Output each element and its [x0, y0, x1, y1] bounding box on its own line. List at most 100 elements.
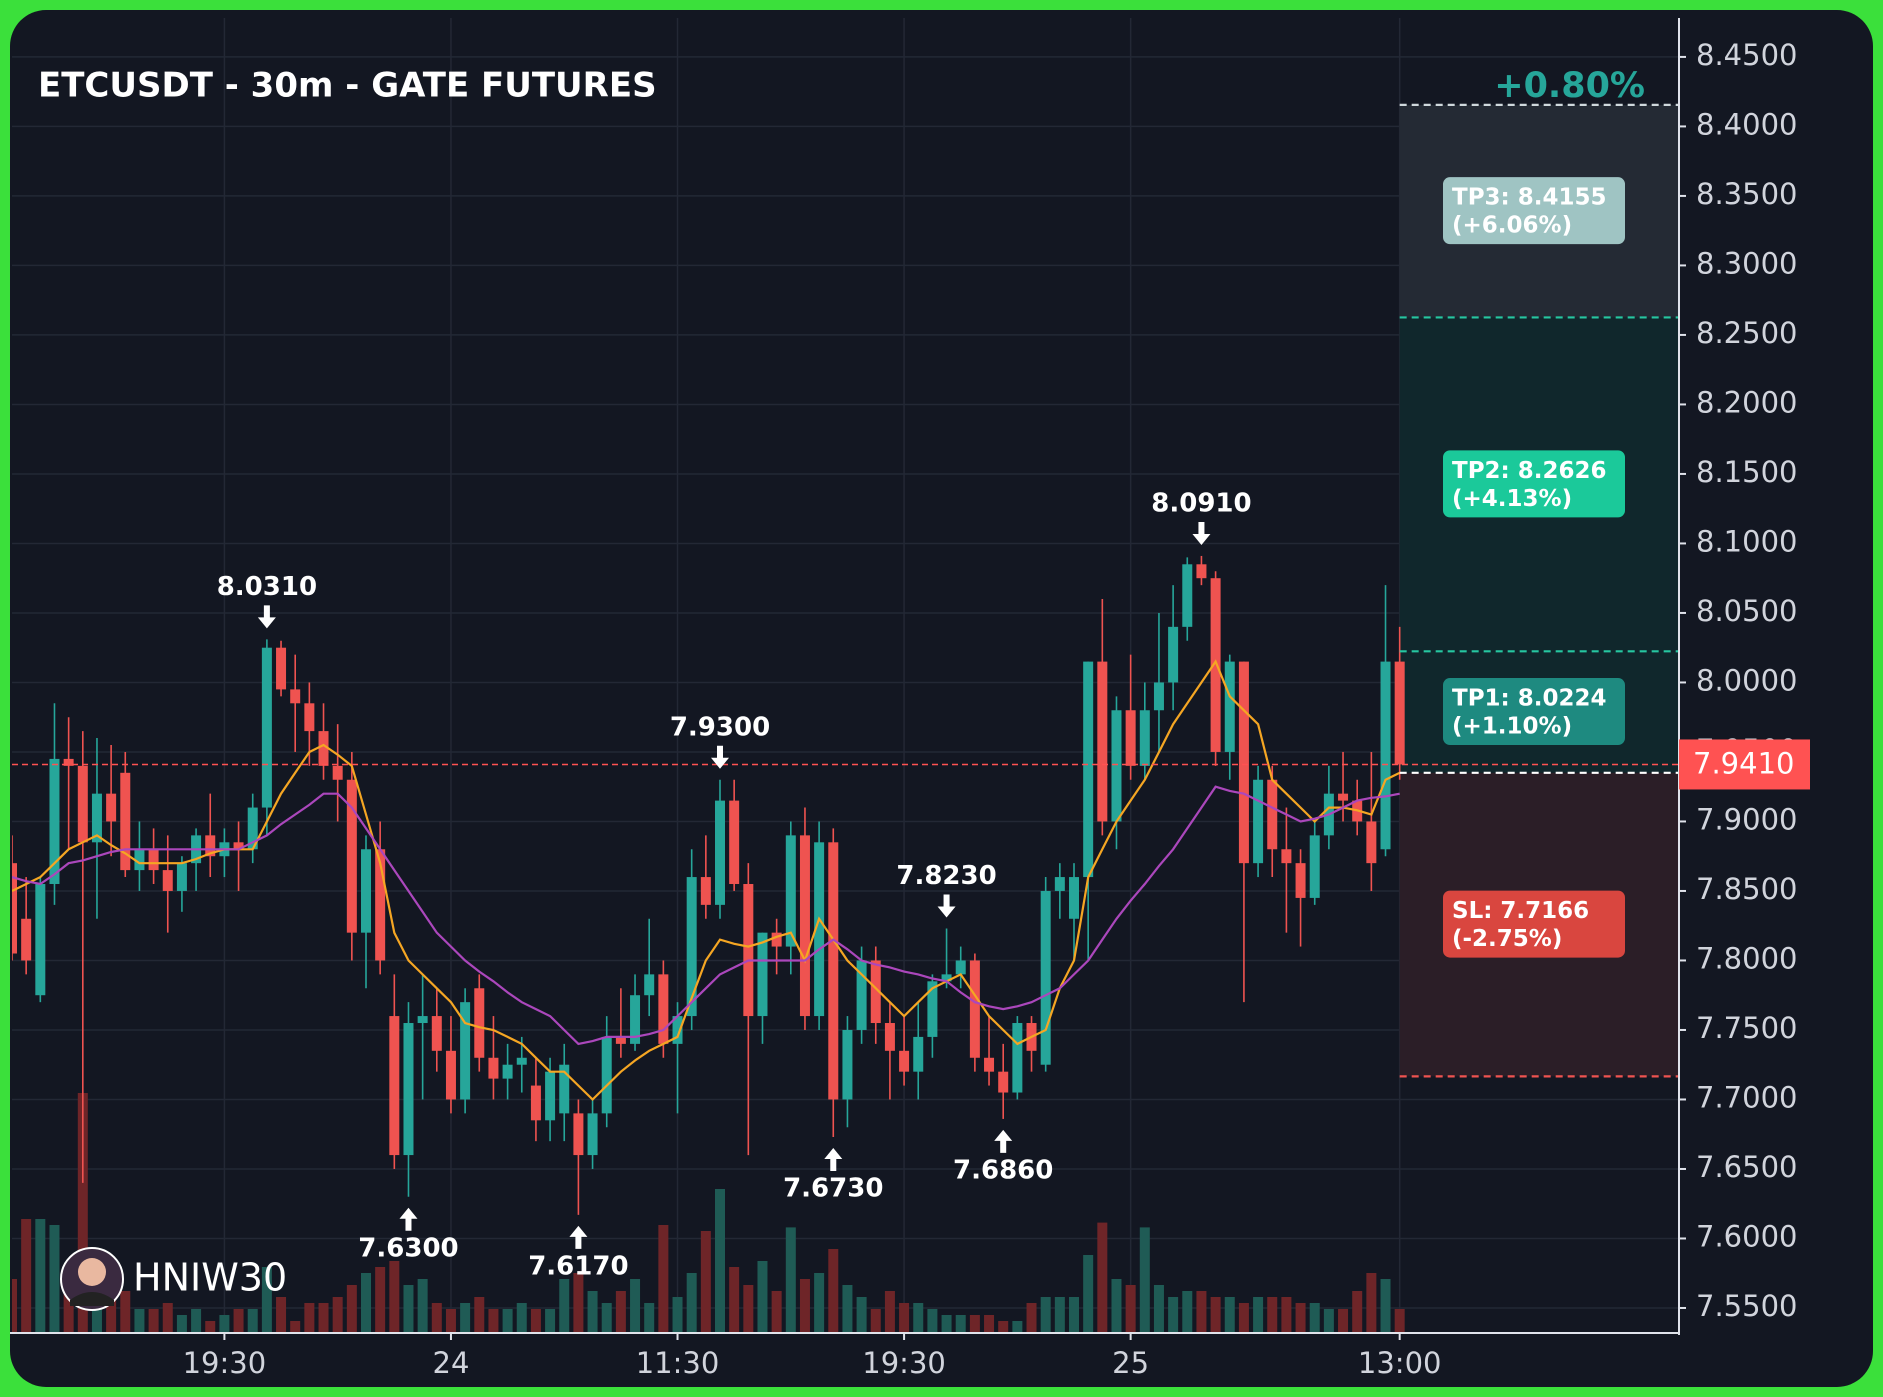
volume-bar	[205, 1321, 216, 1333]
candle-body	[1083, 661, 1094, 878]
level-box	[1443, 177, 1625, 245]
candle-body	[162, 870, 173, 891]
candle-body	[1253, 779, 1264, 864]
level-label: TP2: 8.2626	[1452, 458, 1607, 484]
volume-bar	[12, 1279, 17, 1333]
y-tick-label: 7.7500	[1696, 1011, 1797, 1045]
y-tick-label: 8.1000	[1696, 524, 1797, 558]
volume-bar	[672, 1297, 683, 1333]
candle-body	[757, 932, 768, 1017]
level-label: TP1: 8.0224	[1452, 686, 1607, 712]
y-tick-label: 7.5500	[1696, 1289, 1797, 1323]
volume-bar	[1111, 1279, 1122, 1333]
volume-bar	[516, 1303, 527, 1333]
candle-body	[332, 765, 343, 780]
volume-bar	[884, 1291, 895, 1333]
candle-body	[403, 1023, 414, 1156]
price-tag	[1679, 739, 1810, 790]
volume-bar	[375, 1267, 386, 1333]
indicator-line	[12, 785, 1400, 1046]
volume-bar	[743, 1285, 754, 1333]
volume-bar	[502, 1309, 513, 1333]
y-tick-label: 7.6000	[1696, 1219, 1797, 1253]
candle-body	[828, 842, 839, 1100]
candle-body	[785, 835, 796, 947]
volume-bar	[1182, 1291, 1193, 1333]
candle-body	[148, 849, 159, 871]
candle-body	[1338, 793, 1349, 801]
indicator-line	[12, 659, 1401, 1102]
candle-body	[1012, 1023, 1023, 1093]
candle-body	[1366, 821, 1377, 864]
watermark: HNIW30	[60, 1247, 287, 1311]
level-change: (+6.06%)	[1452, 213, 1572, 239]
level-change: (-2.75%)	[1452, 926, 1562, 952]
volume-bar	[1309, 1303, 1320, 1333]
candle-body	[1309, 835, 1320, 898]
candle-body	[715, 800, 725, 905]
candle-body	[955, 960, 966, 975]
volume-bar	[361, 1273, 371, 1333]
candle-body	[884, 1023, 895, 1051]
candle-body	[1054, 877, 1065, 891]
candle-body	[743, 884, 754, 1017]
candle-body	[1111, 710, 1122, 822]
candle-body	[1224, 661, 1235, 752]
volume-bar	[856, 1297, 867, 1333]
candle-body	[1097, 661, 1108, 822]
volume-bar	[417, 1279, 428, 1333]
candle-body	[771, 932, 782, 947]
volume-bar	[290, 1321, 301, 1333]
arrow	[937, 894, 956, 918]
volume-bar	[1238, 1303, 1249, 1333]
volume-bar	[955, 1315, 966, 1333]
y-tick-label: 7.7000	[1696, 1080, 1797, 1114]
level-change: (+4.13%)	[1452, 486, 1572, 512]
volume-bar	[658, 1225, 669, 1333]
y-tick-label: 8.4500	[1696, 38, 1797, 72]
volume-bar	[545, 1309, 556, 1333]
volume-bar	[1153, 1285, 1164, 1333]
level-change: (+1.10%)	[1452, 714, 1572, 740]
candle-body	[1210, 578, 1221, 752]
candle-body	[913, 1036, 924, 1072]
volume-bar	[134, 1309, 145, 1333]
x-tick-label: 19:30	[183, 1346, 267, 1380]
annotation: 7.8230	[896, 861, 996, 891]
candle-body	[389, 1016, 400, 1156]
pnl-label: +0.80%	[1494, 66, 1645, 106]
arrow	[569, 1225, 588, 1249]
candle-body	[1069, 877, 1079, 919]
volume-bar	[984, 1315, 995, 1333]
volume-bar	[559, 1279, 570, 1333]
level-box	[1443, 890, 1625, 958]
volume-bar	[1139, 1227, 1150, 1333]
volume-bar	[941, 1315, 952, 1333]
candle-body	[799, 835, 810, 1017]
candle-body	[601, 1036, 612, 1114]
candle-body	[91, 793, 102, 843]
annotation: 7.9300	[670, 712, 770, 742]
candle-body	[247, 807, 258, 850]
volume-bar	[1125, 1285, 1136, 1333]
candle-body	[1394, 661, 1405, 765]
candle-body	[672, 1016, 683, 1044]
candle-body	[814, 842, 825, 1017]
y-tick-label: 8.2000	[1696, 385, 1797, 419]
candle-body	[1182, 564, 1193, 627]
y-tick-label: 8.2500	[1696, 316, 1797, 350]
x-tick-label: 24	[433, 1346, 470, 1380]
chart-title: ETCUSDT - 30m - GATE FUTURES	[38, 66, 657, 106]
candle-body	[927, 981, 938, 1037]
candle-body	[1238, 661, 1249, 864]
candle-body	[545, 1071, 556, 1121]
candle-body	[106, 793, 117, 822]
volume-bar	[431, 1303, 442, 1333]
price-tag-label: 7.9410	[1693, 746, 1794, 780]
candle-body	[1040, 890, 1051, 1065]
y-tick-label: 7.8000	[1696, 941, 1797, 975]
candle-body	[615, 1036, 626, 1044]
volume-bar	[261, 1267, 272, 1333]
volume-bar	[1040, 1297, 1051, 1333]
